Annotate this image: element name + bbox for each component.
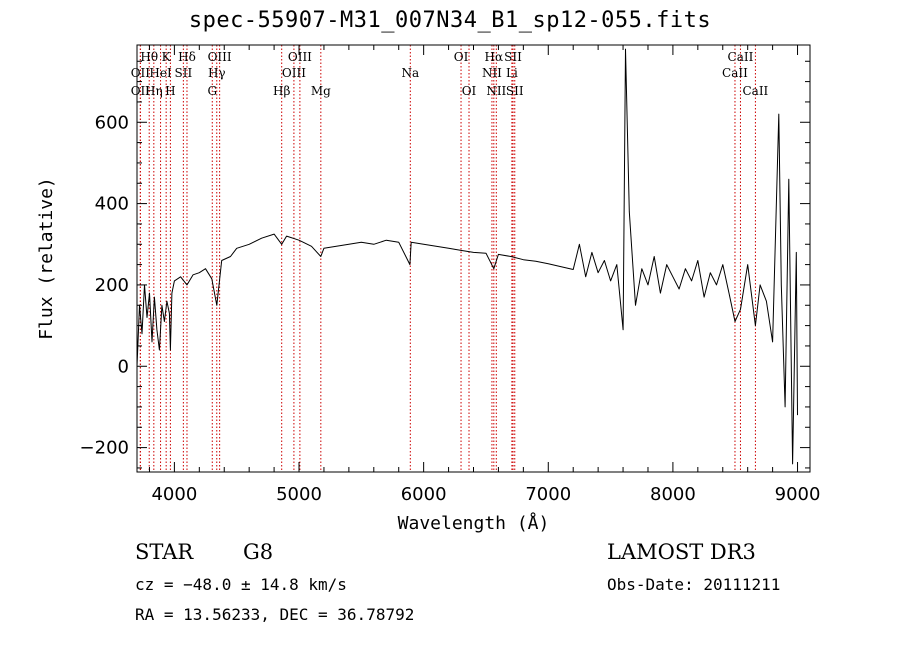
- line-label-17: OI: [454, 50, 469, 64]
- line-label-15: Mg: [311, 84, 331, 98]
- line-label-13: OIII: [288, 50, 312, 64]
- line-label-16: Na: [401, 66, 419, 80]
- line-label-1: OII: [131, 66, 151, 80]
- line-label-23: Li: [506, 66, 518, 80]
- line-label-0: Hθ: [140, 50, 158, 64]
- line-label-9: OIII: [208, 50, 232, 64]
- line-label-10: Hγ: [208, 66, 226, 80]
- line-label-14: OIII: [282, 66, 306, 80]
- y-tick-label: 600: [95, 112, 129, 133]
- y-tick-label: −200: [80, 438, 129, 459]
- x-tick-label: 8000: [650, 484, 696, 505]
- x-tick-label: 9000: [775, 484, 821, 505]
- series-layer: [136, 48, 798, 465]
- line-label-25: CaII: [728, 50, 754, 64]
- cz-value: cz = −48.0 ± 14.8 km/s: [135, 575, 347, 594]
- line-label-3: Hη: [145, 84, 163, 98]
- line-label-8: SII: [175, 66, 193, 80]
- survey-label: LAMOST DR3: [607, 540, 756, 564]
- coordinates: RA = 13.56233, DEC = 36.78792: [135, 605, 415, 624]
- line-label-20: NII: [482, 66, 502, 80]
- line-label-2: OII: [131, 84, 151, 98]
- line-label-21: NII: [486, 84, 506, 98]
- x-tick-label: 4000: [151, 484, 197, 505]
- line-label-27: CaII: [742, 84, 768, 98]
- line-label-6: H: [165, 84, 175, 98]
- class-label: STAR: [135, 540, 194, 564]
- spectrum-series-0: [136, 48, 798, 465]
- line-label-24: SII: [506, 84, 524, 98]
- x-axis-label: Wavelength (Å): [398, 512, 550, 534]
- x-tick-label: 5000: [276, 484, 322, 505]
- subclass-label: G8: [243, 540, 274, 564]
- obs-date: Obs-Date: 20111211: [607, 575, 781, 594]
- x-tick-label: 7000: [525, 484, 571, 505]
- axes-layer: 4000 5000 6000 7000 8000 9000 −200 0 200 400 600 Wa…: [36, 44, 821, 534]
- y-tick-label: 200: [95, 275, 129, 296]
- line-label-19: Hα: [485, 50, 504, 64]
- plot-frame: [136, 44, 811, 473]
- line-label-12: Hβ: [273, 84, 290, 98]
- chart-title: spec-55907-M31_007N34_B1_sp12-055.fits: [188, 8, 712, 33]
- line-label-11: G: [207, 84, 217, 98]
- x-tick-label: 6000: [401, 484, 447, 505]
- line-label-22: SII: [504, 50, 522, 64]
- line-label-4: HeI: [149, 66, 172, 80]
- line-markers: [139, 45, 756, 472]
- line-label-7: Hδ: [178, 50, 196, 64]
- line-label-18: OI: [462, 84, 477, 98]
- y-tick-label: 400: [95, 194, 129, 215]
- y-tick-label: 0: [118, 356, 129, 377]
- line-label-26: CaII: [722, 66, 748, 80]
- line-label-5: K: [162, 50, 172, 64]
- y-axis-label: Flux (relative): [36, 177, 57, 340]
